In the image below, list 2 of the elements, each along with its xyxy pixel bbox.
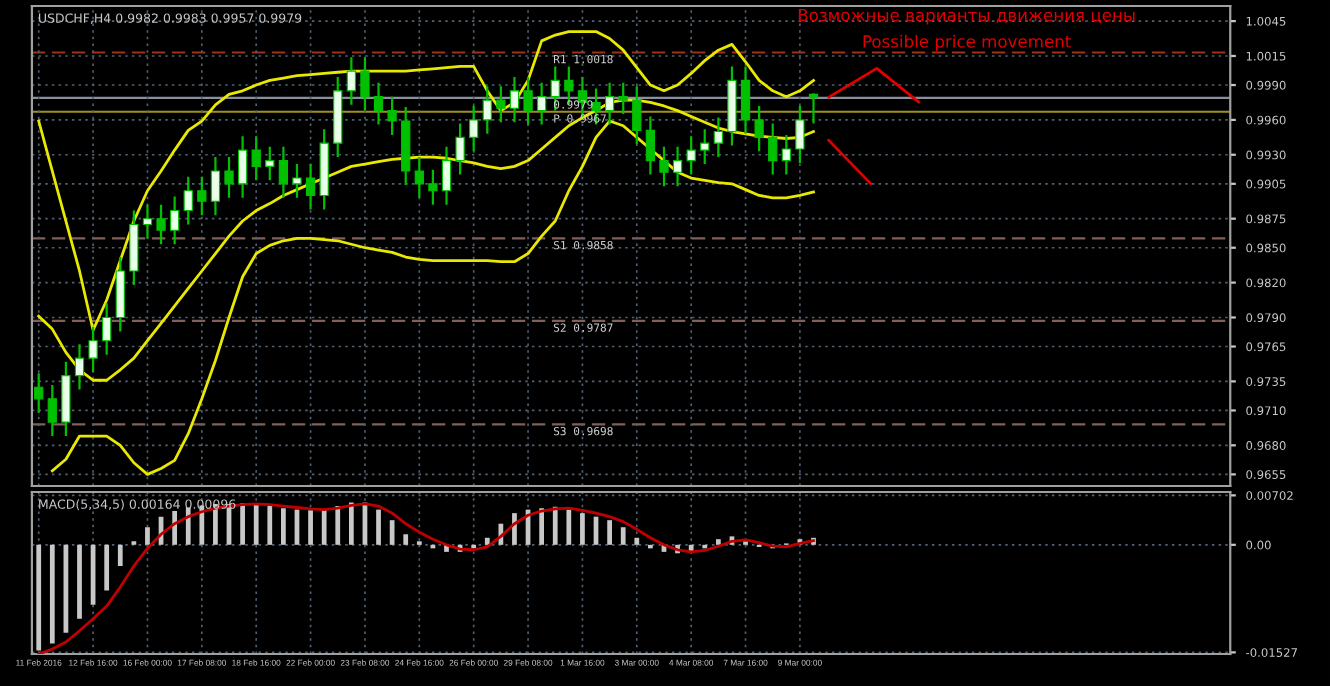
annotation: Возможные варианты движения цены — [798, 8, 1135, 25]
text: Possible price movement — [863, 34, 1071, 51]
